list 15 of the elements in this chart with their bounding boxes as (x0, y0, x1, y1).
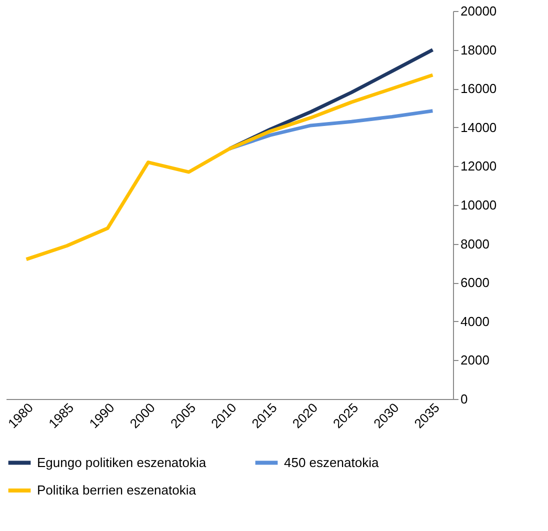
y-tick-label: 20000 (460, 4, 497, 18)
y-tick-label: 4000 (460, 314, 490, 329)
y-tick-label: 16000 (460, 81, 497, 96)
legend-label: Politika berrien eszenatokia (37, 482, 197, 498)
y-tick-label: 18000 (460, 42, 497, 58)
y-tick-label: 0 (460, 392, 468, 406)
line-series (24, 73, 434, 262)
y-tick-label: 12000 (460, 158, 497, 174)
y-tick-label: 10000 (460, 198, 497, 212)
y-tick-label: 2000 (460, 352, 490, 368)
legend-label: Egungo politiken eszenatokia (37, 454, 207, 470)
legend-label: 450 eszenatokia (284, 454, 380, 470)
y-tick-label: 14000 (460, 120, 497, 135)
y-tick-label: 8000 (460, 236, 490, 252)
y-tick-label: 6000 (460, 275, 490, 290)
